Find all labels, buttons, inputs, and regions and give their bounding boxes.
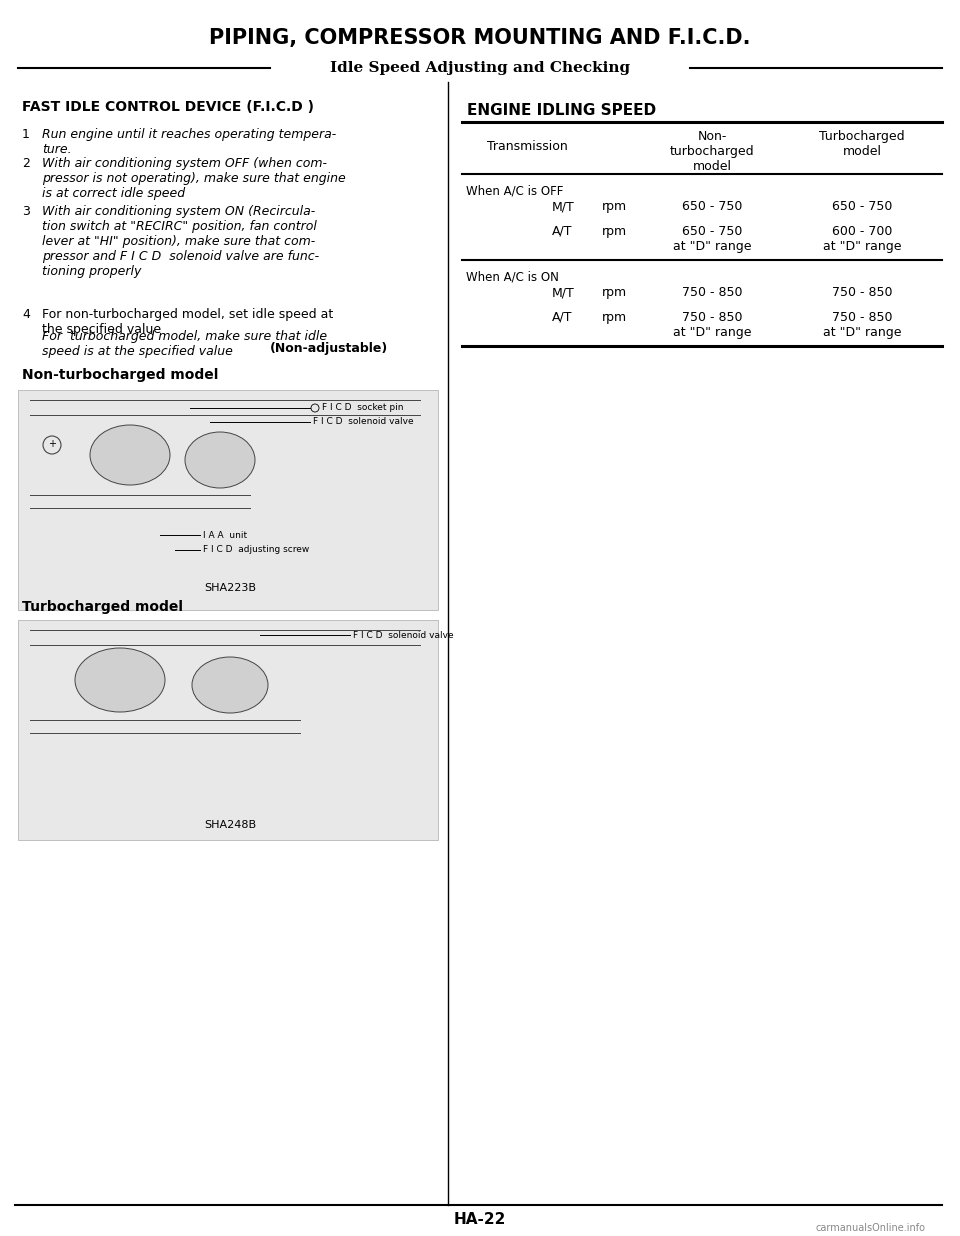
Text: HA-22: HA-22 <box>454 1213 506 1227</box>
Text: 750 - 850
at "D" range: 750 - 850 at "D" range <box>673 311 752 339</box>
Text: 1: 1 <box>22 129 30 141</box>
Text: With air conditioning system OFF (when com-
pressor is not operating), make sure: With air conditioning system OFF (when c… <box>42 157 346 200</box>
Text: rpm: rpm <box>602 225 627 239</box>
Text: F I C D  solenoid valve: F I C D solenoid valve <box>353 630 454 639</box>
Text: 750 - 850
at "D" range: 750 - 850 at "D" range <box>823 311 901 339</box>
Text: When A/C is OFF: When A/C is OFF <box>466 184 564 197</box>
Text: Non-turbocharged model: Non-turbocharged model <box>22 368 218 382</box>
Text: ENGINE IDLING SPEED: ENGINE IDLING SPEED <box>467 103 656 117</box>
Text: Non-
turbocharged
model: Non- turbocharged model <box>670 130 755 173</box>
Text: With air conditioning system ON (Recircula-
tion switch at "RECIRC" position, fa: With air conditioning system ON (Recircu… <box>42 205 319 278</box>
Text: SHA248B: SHA248B <box>204 819 256 831</box>
Text: Turbocharged
model: Turbocharged model <box>819 130 905 158</box>
Text: rpm: rpm <box>602 311 627 324</box>
Ellipse shape <box>90 425 170 485</box>
Text: PIPING, COMPRESSOR MOUNTING AND F.I.C.D.: PIPING, COMPRESSOR MOUNTING AND F.I.C.D. <box>209 28 751 48</box>
Text: 750 - 850: 750 - 850 <box>831 286 892 299</box>
Text: When A/C is ON: When A/C is ON <box>466 269 559 283</box>
Ellipse shape <box>75 648 165 712</box>
Text: M/T: M/T <box>552 200 575 213</box>
Text: M/T: M/T <box>552 286 575 299</box>
Bar <box>18 620 438 840</box>
Text: 650 - 750: 650 - 750 <box>682 200 742 213</box>
Text: For  turbocharged model, make sure that idle
speed is at the specified value: For turbocharged model, make sure that i… <box>42 330 327 358</box>
Text: 750 - 850: 750 - 850 <box>682 286 742 299</box>
Bar <box>18 391 438 611</box>
Text: rpm: rpm <box>602 200 627 213</box>
Text: rpm: rpm <box>602 286 627 299</box>
Ellipse shape <box>185 433 255 488</box>
Text: 2: 2 <box>22 157 30 171</box>
Text: carmanualsOnline.info: carmanualsOnline.info <box>815 1222 925 1234</box>
Text: 650 - 750
at "D" range: 650 - 750 at "D" range <box>673 225 752 253</box>
Text: A/T: A/T <box>552 311 572 324</box>
Text: 600 - 700
at "D" range: 600 - 700 at "D" range <box>823 225 901 253</box>
Ellipse shape <box>192 658 268 713</box>
Text: A/T: A/T <box>552 225 572 239</box>
Text: 3: 3 <box>22 205 30 218</box>
Text: 4: 4 <box>22 308 30 321</box>
Text: F I C D  adjusting screw: F I C D adjusting screw <box>203 545 309 555</box>
Text: Idle Speed Adjusting and Checking: Idle Speed Adjusting and Checking <box>330 61 630 75</box>
Text: F I C D  solenoid valve: F I C D solenoid valve <box>313 418 414 426</box>
Text: F I C D  socket pin: F I C D socket pin <box>322 403 403 413</box>
Text: I A A  unit: I A A unit <box>203 530 247 539</box>
Text: Transmission: Transmission <box>487 140 567 153</box>
Text: Run engine until it reaches operating tempera-
ture.: Run engine until it reaches operating te… <box>42 129 336 156</box>
Text: (Non-adjustable): (Non-adjustable) <box>270 342 388 355</box>
Text: 650 - 750: 650 - 750 <box>831 200 892 213</box>
Text: +: + <box>48 439 56 449</box>
Text: SHA223B: SHA223B <box>204 583 256 593</box>
Text: For non-turbocharged model, set idle speed at
the specified value: For non-turbocharged model, set idle spe… <box>42 308 333 336</box>
Text: Turbocharged model: Turbocharged model <box>22 599 183 614</box>
Text: FAST IDLE CONTROL DEVICE (F.I.C.D ): FAST IDLE CONTROL DEVICE (F.I.C.D ) <box>22 100 314 114</box>
